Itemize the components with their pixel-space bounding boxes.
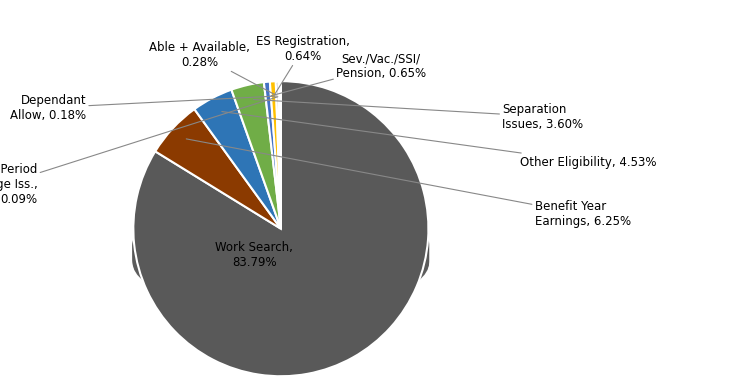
Ellipse shape — [133, 197, 428, 293]
Wedge shape — [276, 81, 281, 229]
Wedge shape — [231, 82, 281, 229]
Ellipse shape — [133, 199, 428, 296]
Text: Sev./Vac./SSI/
Pension, 0.65%: Sev./Vac./SSI/ Pension, 0.65% — [271, 52, 426, 96]
Ellipse shape — [133, 206, 428, 303]
Ellipse shape — [133, 204, 428, 301]
Ellipse shape — [133, 197, 428, 292]
Ellipse shape — [133, 204, 428, 300]
Text: Other Eligibility, 4.53%: Other Eligibility, 4.53% — [222, 111, 656, 169]
Ellipse shape — [133, 209, 428, 305]
Wedge shape — [133, 81, 428, 376]
Ellipse shape — [133, 213, 428, 310]
Wedge shape — [270, 81, 281, 229]
Wedge shape — [264, 82, 281, 229]
Ellipse shape — [133, 203, 428, 298]
Ellipse shape — [133, 210, 428, 305]
Wedge shape — [279, 81, 281, 229]
Ellipse shape — [133, 208, 428, 303]
Text: ES Registration,
0.64%: ES Registration, 0.64% — [256, 35, 350, 94]
Ellipse shape — [133, 213, 428, 308]
Ellipse shape — [133, 206, 428, 301]
Ellipse shape — [133, 196, 428, 291]
Text: Base Period
Wage Iss.,
0.09%: Base Period Wage Iss., 0.09% — [0, 97, 278, 206]
Text: Able + Available,
0.28%: Able + Available, 0.28% — [149, 41, 275, 95]
Text: Dependant
Allow, 0.18%: Dependant Allow, 0.18% — [10, 94, 276, 122]
Ellipse shape — [133, 215, 428, 310]
Ellipse shape — [133, 212, 428, 308]
Ellipse shape — [133, 201, 428, 298]
Text: Work Search,
83.79%: Work Search, 83.79% — [216, 241, 294, 269]
Text: Separation
Issues, 3.60%: Separation Issues, 3.60% — [254, 100, 583, 131]
Wedge shape — [155, 109, 281, 229]
Wedge shape — [195, 90, 281, 229]
Ellipse shape — [133, 201, 428, 296]
Ellipse shape — [133, 199, 428, 294]
Ellipse shape — [133, 211, 428, 307]
Wedge shape — [280, 81, 281, 229]
Text: Benefit Year
Earnings, 6.25%: Benefit Year Earnings, 6.25% — [187, 139, 631, 228]
